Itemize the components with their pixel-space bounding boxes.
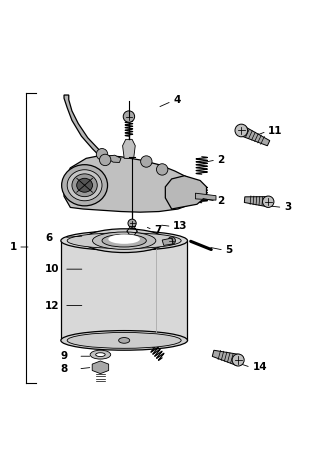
- Polygon shape: [123, 139, 135, 158]
- Polygon shape: [64, 155, 197, 212]
- Text: 13: 13: [173, 221, 188, 231]
- Circle shape: [141, 156, 152, 167]
- Circle shape: [128, 219, 136, 228]
- Ellipse shape: [93, 232, 156, 249]
- Text: 12: 12: [45, 301, 59, 311]
- Circle shape: [96, 149, 108, 160]
- Ellipse shape: [90, 350, 111, 359]
- Ellipse shape: [119, 338, 130, 343]
- Ellipse shape: [67, 170, 102, 201]
- Polygon shape: [64, 95, 105, 155]
- Text: 5: 5: [225, 245, 233, 255]
- Text: 9: 9: [61, 351, 68, 361]
- Text: 14: 14: [252, 362, 267, 372]
- Text: 7: 7: [154, 225, 162, 235]
- Ellipse shape: [62, 165, 107, 206]
- Polygon shape: [212, 350, 240, 366]
- Text: 1: 1: [10, 242, 17, 252]
- Ellipse shape: [67, 332, 181, 348]
- Text: 11: 11: [268, 126, 283, 136]
- Ellipse shape: [96, 353, 105, 357]
- Circle shape: [156, 164, 168, 175]
- Ellipse shape: [67, 233, 181, 248]
- Ellipse shape: [77, 178, 93, 192]
- Bar: [61, 241, 188, 341]
- Circle shape: [263, 196, 274, 208]
- Text: 10: 10: [45, 264, 59, 274]
- Ellipse shape: [61, 331, 188, 350]
- Text: 2: 2: [218, 155, 225, 165]
- Ellipse shape: [72, 174, 97, 197]
- Circle shape: [168, 237, 176, 245]
- Text: 2: 2: [218, 196, 225, 206]
- Circle shape: [235, 124, 248, 137]
- Circle shape: [232, 354, 244, 366]
- Text: 4: 4: [173, 95, 181, 105]
- Polygon shape: [195, 193, 216, 200]
- Polygon shape: [165, 176, 206, 209]
- Ellipse shape: [83, 229, 165, 253]
- Circle shape: [123, 111, 135, 122]
- Ellipse shape: [102, 234, 146, 247]
- Ellipse shape: [108, 234, 140, 244]
- Ellipse shape: [61, 231, 188, 250]
- Circle shape: [100, 154, 111, 166]
- Polygon shape: [108, 155, 121, 162]
- Text: 3: 3: [284, 202, 291, 212]
- Text: 6: 6: [45, 232, 52, 243]
- Polygon shape: [239, 126, 270, 146]
- Polygon shape: [92, 361, 109, 374]
- Polygon shape: [162, 238, 173, 246]
- Polygon shape: [244, 197, 269, 207]
- Text: 8: 8: [61, 364, 68, 374]
